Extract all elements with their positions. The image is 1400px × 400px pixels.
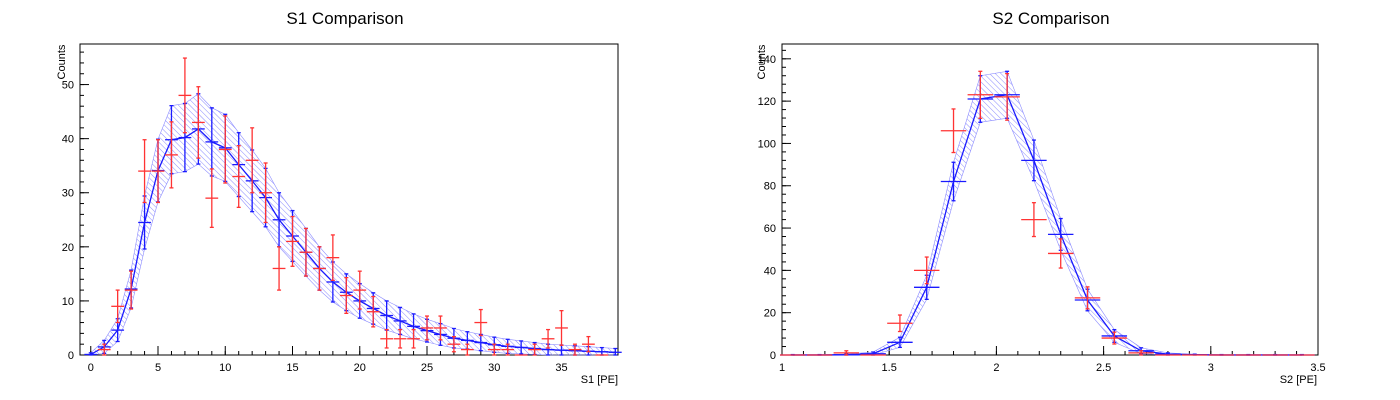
s2-y-tick-label: 140 — [758, 54, 776, 66]
s1-data-point — [380, 328, 394, 349]
s1-model-band — [90, 93, 616, 356]
s1-y-tick-label: 10 — [62, 296, 74, 308]
s2-data-point — [887, 314, 913, 333]
s2-model-band — [792, 70, 1303, 356]
s2-model-point — [940, 161, 967, 202]
s2-x-tick-label: 1 — [779, 362, 785, 374]
s2-y-axis-label: Counts — [756, 44, 768, 79]
s1-y-tick-label: 40 — [62, 134, 74, 146]
s1-data-point — [393, 328, 407, 349]
s1-data-point — [353, 270, 367, 310]
s1-data-point — [218, 115, 232, 184]
s1-data-point — [420, 315, 434, 341]
s2-plot-frame — [781, 43, 1319, 356]
s1-data-point — [178, 57, 192, 134]
s2-data-point — [1021, 202, 1047, 238]
s1-y-tick-label: 0 — [68, 350, 74, 362]
s2-y-tick-label: 120 — [758, 96, 776, 108]
s2-x-tick-label: 3 — [1208, 362, 1214, 374]
s1-data-point — [447, 335, 461, 353]
s1-data-point — [501, 343, 515, 356]
s1-data-point — [582, 335, 595, 353]
s1-data-point — [434, 315, 447, 341]
s1-data-point — [272, 246, 286, 291]
s2-data-point — [1101, 331, 1128, 345]
s2-x-axis-label: S2 [PE] — [1280, 374, 1317, 386]
s2-x-tick-label: 2.5 — [1096, 362, 1111, 374]
s1-comparison-panel: S1 Comparison S1 [PE] Counts 0 5 10 15 20 25 3… — [56, 9, 622, 386]
s2-data-point — [994, 72, 1020, 121]
s2-y-tick-label: 0 — [770, 350, 776, 362]
s1-data-point — [138, 139, 151, 204]
s1-y-tick-label: 30 — [62, 188, 74, 200]
s2-data-point — [913, 256, 940, 285]
s1-model-point — [84, 352, 98, 356]
s1-data-point — [460, 343, 474, 356]
s1-data-point — [326, 234, 340, 282]
s1-y-axis-label: Counts — [56, 44, 68, 79]
s2-y-tick-label: 80 — [764, 181, 776, 193]
s2-model-point — [1021, 139, 1047, 182]
s2-y-tick-label: 100 — [758, 138, 776, 150]
s1-data-point — [528, 343, 541, 356]
s1-x-tick-label: 20 — [354, 362, 366, 374]
s2-x-tick-label: 2 — [993, 362, 999, 374]
s1-x-tick-label: 25 — [421, 362, 433, 374]
s1-data-point — [205, 168, 219, 229]
s1-x-tick-label: 35 — [555, 362, 567, 374]
s1-data-point — [124, 270, 138, 310]
s1-x-tick-label: 15 — [286, 362, 298, 374]
s1-x-tick-label: 10 — [219, 362, 231, 374]
s2-model-line — [792, 94, 1302, 356]
s2-chart-title: S2 Comparison — [992, 9, 1109, 28]
s2-x-tick-label: 3.5 — [1310, 362, 1325, 374]
s1-y-tick-label: 20 — [62, 242, 74, 254]
s1-data-point — [339, 277, 353, 315]
s1-data-point — [97, 343, 111, 356]
s1-plot-frame — [79, 43, 619, 356]
s1-x-tick-label: 0 — [88, 362, 94, 374]
s1-data-point — [191, 86, 205, 159]
s1-data-point — [313, 246, 326, 291]
s1-data-point — [232, 145, 246, 208]
s2-data-point — [1128, 350, 1154, 356]
s1-y-tick-label: 50 — [62, 80, 74, 92]
s2-x-tick-label: 1.5 — [882, 362, 897, 374]
s1-model-point — [514, 340, 528, 355]
s1-data-point — [366, 295, 380, 328]
s1-data-point — [299, 227, 313, 277]
s1-data-point — [568, 343, 582, 356]
s1-data-point — [487, 343, 501, 356]
s2-data-point — [1047, 238, 1074, 269]
s1-data-point — [474, 308, 488, 337]
s1-data-point — [245, 127, 259, 194]
s1-model-point — [474, 333, 488, 352]
s1-data-point — [541, 328, 555, 349]
s2-y-tick-label: 40 — [764, 265, 776, 277]
s1-model-point — [138, 195, 151, 250]
s1-data-point — [407, 328, 420, 349]
s2-y-tick-label: 60 — [764, 223, 776, 235]
s1-data-point — [259, 162, 272, 224]
s1-data-point — [286, 215, 299, 267]
s2-y-tick-label: 20 — [764, 308, 776, 320]
s2-data-point — [940, 108, 967, 154]
s1-data-point — [111, 289, 125, 324]
s2-comparison-panel: S2 Comparison S2 [PE] Counts 1 1.5 2 2.5 3 3.… — [756, 9, 1326, 386]
s1-x-tick-label: 30 — [488, 362, 500, 374]
s1-data-point — [151, 139, 165, 204]
s1-model-point — [608, 347, 622, 356]
s1-x-axis-label: S1 [PE] — [581, 374, 618, 386]
s1-data-point — [165, 121, 178, 189]
s2-data-point — [833, 350, 860, 356]
s1-data-point — [555, 309, 568, 346]
s1-x-tick-label: 5 — [155, 362, 161, 374]
s1-model-line — [90, 128, 616, 356]
s2-data-point — [1074, 286, 1101, 310]
s1-chart-title: S1 Comparison — [286, 9, 403, 28]
s2-model-point — [887, 336, 913, 349]
s2-data-point — [967, 70, 994, 119]
